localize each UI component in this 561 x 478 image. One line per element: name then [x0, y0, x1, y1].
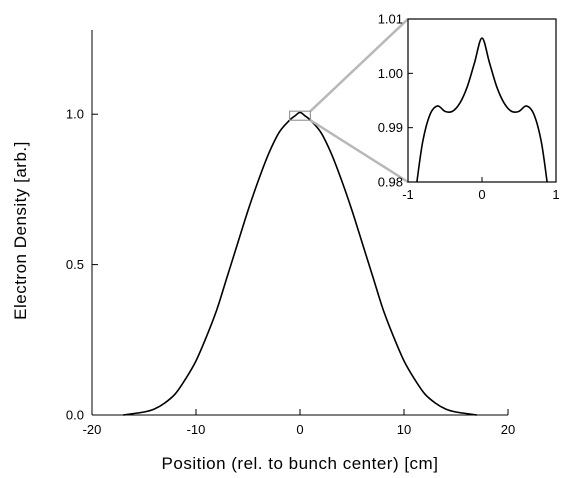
inset-y-tick-label: 1.01: [378, 12, 403, 27]
y-axis-title: Electron Density [arb.]: [11, 141, 30, 320]
y-tick-label: 0.0: [66, 408, 84, 423]
zoom-connectors: [289, 18, 409, 184]
x-tick-label: 20: [501, 422, 515, 437]
inset-x-tick-label: -1: [402, 187, 414, 202]
density-curve: [123, 111, 477, 416]
main-plot: 0.00.51.0-20 -10 0 10 20: [66, 30, 515, 437]
inset-frame: [407, 18, 557, 183]
inset-density-curve: [416, 37, 548, 183]
x-tick-label: 0: [296, 422, 303, 437]
inset-y-tick-label: 0.99: [378, 120, 403, 135]
inset-y-tick-label: 0.98: [378, 175, 403, 190]
zoom-connector-bottom: [309, 119, 409, 184]
x-tick-label: -20: [83, 422, 102, 437]
x-tick-label: -10: [187, 422, 206, 437]
inset-y-tick-label: 1.00: [378, 66, 403, 81]
y-tick-label: 0.5: [66, 257, 84, 272]
x-axis-title: Position (rel. to bunch center) [cm]: [162, 454, 439, 473]
inset-x-tick-label: 1: [552, 187, 559, 202]
zoom-box: [289, 110, 312, 121]
inset-plot: 0.98 0.99 1.00 1.01 -1 0 1: [378, 12, 560, 203]
zoom-connector-top: [309, 18, 409, 113]
y-tick-label: 1.0: [66, 107, 84, 122]
x-tick-label: 10: [397, 422, 411, 437]
inset-x-tick-label: 0: [478, 187, 485, 202]
